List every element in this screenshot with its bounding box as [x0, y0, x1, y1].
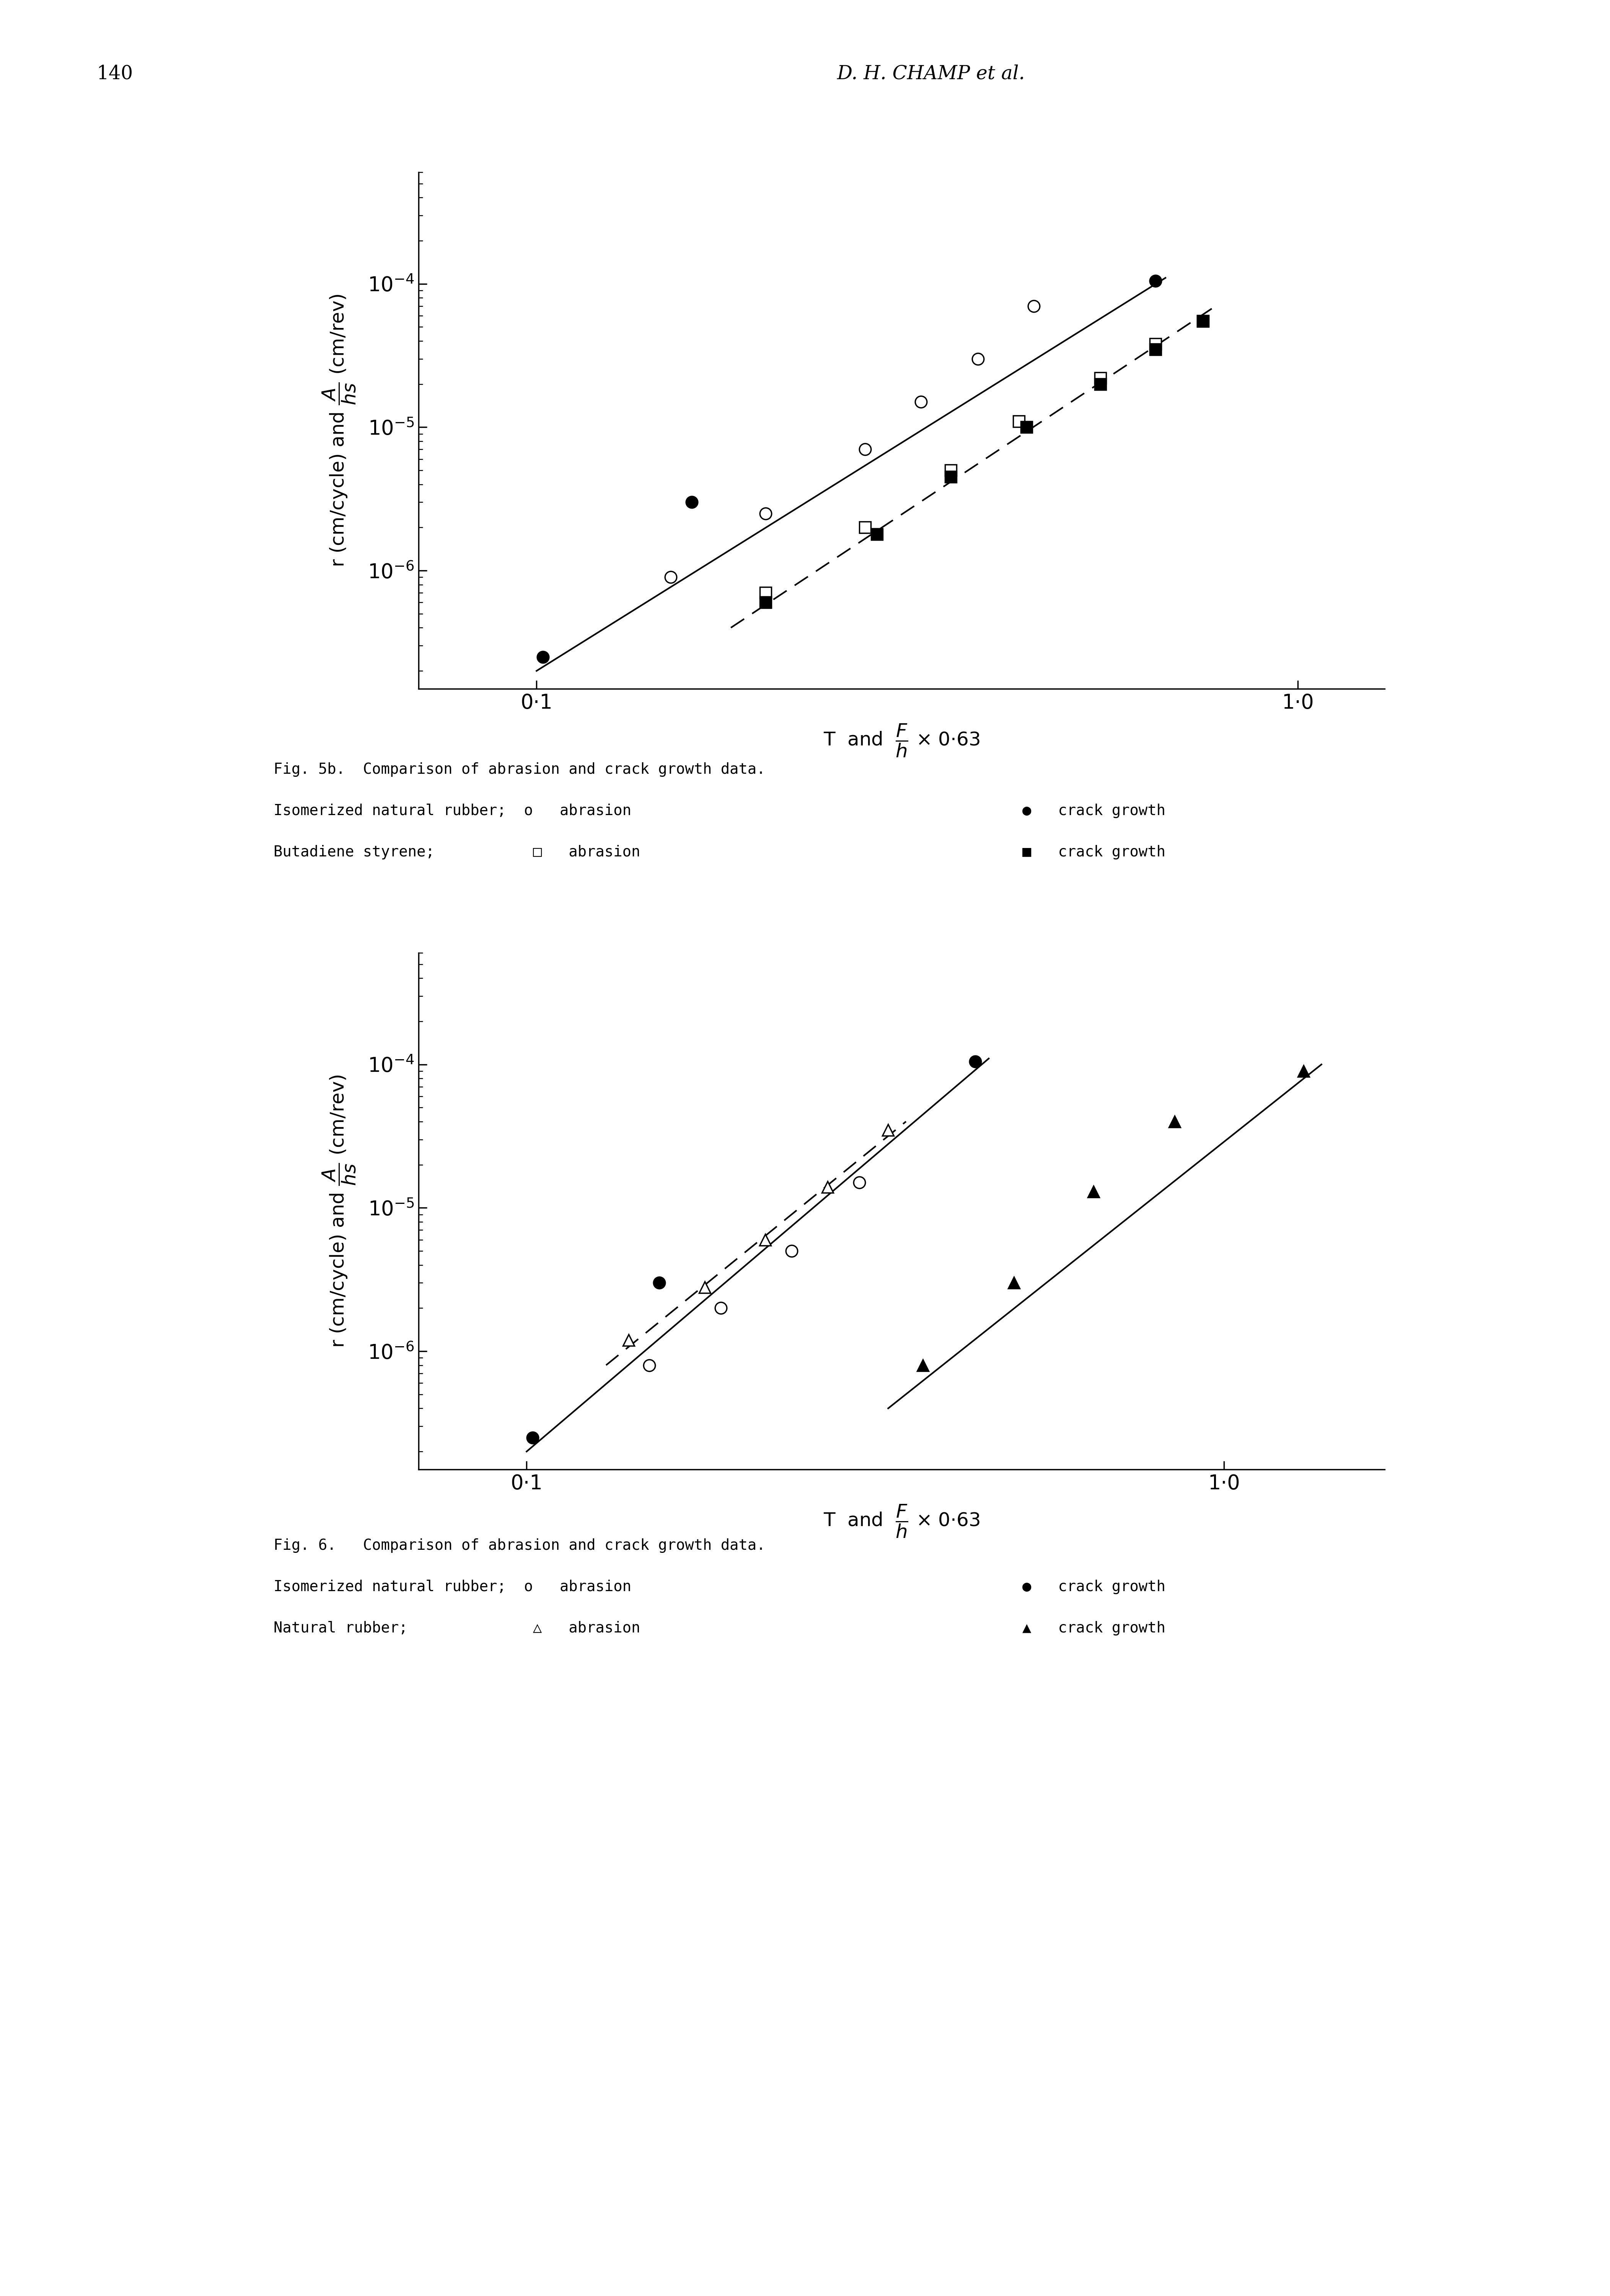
Text: Butadiene styrene;           □   abrasion: Butadiene styrene; □ abrasion: [274, 845, 641, 859]
X-axis label: T  and  $\dfrac{F}{h}$ × 0·63: T and $\dfrac{F}{h}$ × 0·63: [823, 1504, 980, 1538]
Text: ●   crack growth: ● crack growth: [1022, 804, 1166, 817]
X-axis label: T  and  $\dfrac{F}{h}$ × 0·63: T and $\dfrac{F}{h}$ × 0·63: [823, 723, 980, 758]
Text: 140: 140: [97, 64, 134, 83]
Text: Fig. 6.   Comparison of abrasion and crack growth data.: Fig. 6. Comparison of abrasion and crack…: [274, 1538, 766, 1552]
Text: Isomerized natural rubber;  o   abrasion: Isomerized natural rubber; o abrasion: [274, 1580, 631, 1593]
Text: D. H. CHAMP et al.: D. H. CHAMP et al.: [837, 64, 1026, 83]
Text: ▲   crack growth: ▲ crack growth: [1022, 1621, 1166, 1635]
Text: Natural rubber;              △   abrasion: Natural rubber; △ abrasion: [274, 1621, 641, 1635]
Text: ■   crack growth: ■ crack growth: [1022, 845, 1166, 859]
Text: ●   crack growth: ● crack growth: [1022, 1580, 1166, 1593]
Text: Isomerized natural rubber;  o   abrasion: Isomerized natural rubber; o abrasion: [274, 804, 631, 817]
Text: Fig. 5b.  Comparison of abrasion and crack growth data.: Fig. 5b. Comparison of abrasion and crac…: [274, 762, 766, 776]
Y-axis label: r (cm/cycle) and $\dfrac{A}{hs}$ (cm/rev): r (cm/cycle) and $\dfrac{A}{hs}$ (cm/rev…: [322, 294, 357, 567]
Y-axis label: r (cm/cycle) and $\dfrac{A}{hs}$ (cm/rev): r (cm/cycle) and $\dfrac{A}{hs}$ (cm/rev…: [322, 1075, 357, 1348]
